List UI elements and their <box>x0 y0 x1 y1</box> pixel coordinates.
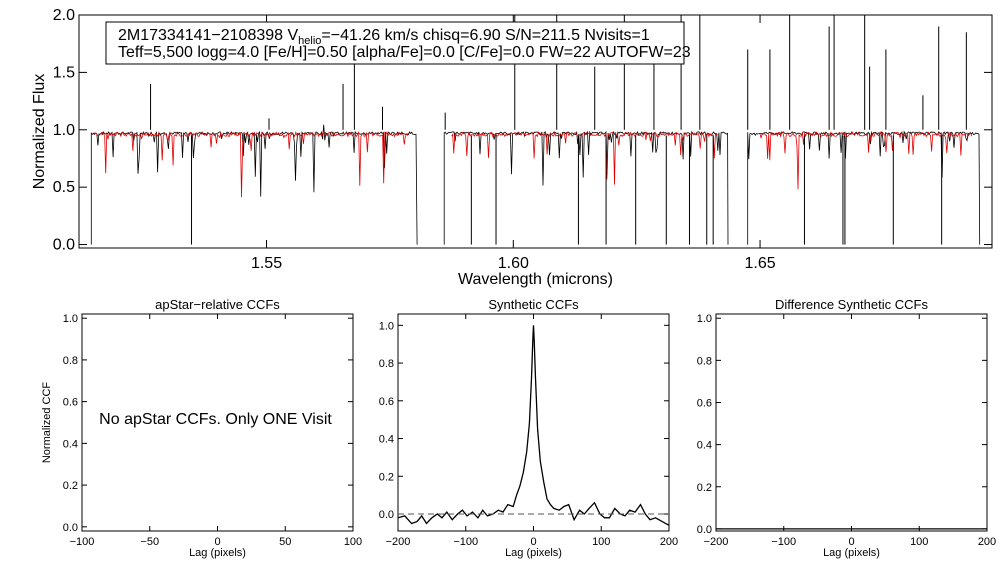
x-tick-label: 1.65 <box>744 255 775 272</box>
y-tick-label: 0.8 <box>697 355 712 367</box>
annotation-line1-sub: helio <box>298 35 321 47</box>
apstar-ccf-title: apStar−relative CCFs <box>155 297 280 312</box>
y-tick-label: 0.0 <box>63 522 78 534</box>
y-tick-label: 1.0 <box>63 313 78 325</box>
difference-ccf-title: Difference Synthetic CCFs <box>775 297 928 312</box>
x-tick-label: −100 <box>70 536 95 548</box>
y-tick-label: 1.0 <box>379 320 394 332</box>
model-spectrum-segment <box>759 131 973 190</box>
synthetic-ccf-line <box>397 325 670 526</box>
x-tick-label: 100 <box>344 536 362 548</box>
synthetic-ccf-xlabel: Lag (pixels) <box>505 547 562 559</box>
y-tick-label: 0.2 <box>697 482 712 494</box>
y-tick-label: 1.5 <box>53 64 75 81</box>
y-tick-label: 0.6 <box>63 397 78 409</box>
x-tick-label: 100 <box>910 536 928 548</box>
x-tick-label: 0 <box>214 536 220 548</box>
x-tick-label: 0 <box>848 536 854 548</box>
no-ccf-message: No apStar CCFs. Only ONE Visit <box>99 411 332 428</box>
x-tick-label: 200 <box>660 536 678 548</box>
x-tick-label: 1.60 <box>498 255 529 272</box>
y-tick-label: 0.8 <box>63 355 78 367</box>
x-tick-label: 100 <box>592 536 610 548</box>
y-tick-label: 0.4 <box>697 440 712 452</box>
annotation-box <box>105 21 685 65</box>
synthetic-ccf-title: Synthetic CCFs <box>488 297 579 312</box>
apstar-ccf-xlabel: Lag (pixels) <box>189 547 246 559</box>
spectrum-plot-frame <box>78 14 993 249</box>
y-tick-label: 2.0 <box>53 7 75 24</box>
y-tick-label: 0.2 <box>63 480 78 492</box>
x-tick-label: 50 <box>279 536 291 548</box>
y-tick-label: 0.0 <box>379 509 394 521</box>
x-tick-label: 1.55 <box>251 255 282 272</box>
x-tick-label: −100 <box>453 536 478 548</box>
model-spectrum-segment <box>451 130 718 185</box>
y-tick-label: 0.2 <box>379 471 394 483</box>
model-spectrum-segment <box>93 130 410 198</box>
y-tick-label: 0.0 <box>53 237 75 254</box>
y-tick-label: 0.4 <box>63 438 78 450</box>
y-tick-label: 0.0 <box>697 524 712 536</box>
x-axis-label: Wavelength (microns) <box>458 271 613 288</box>
x-tick-label: −200 <box>386 536 411 548</box>
y-tick-label: 0.5 <box>53 179 75 196</box>
y-tick-label: 1.0 <box>697 313 712 325</box>
y-tick-label: 0.6 <box>379 396 394 408</box>
y-tick-label: 0.4 <box>379 434 394 446</box>
difference-ccf-frame <box>715 313 988 532</box>
y-tick-label: 1.0 <box>53 122 75 139</box>
observed-spectrum-segment <box>747 130 981 245</box>
difference-ccf-xlabel: Lag (pixels) <box>823 547 880 559</box>
x-tick-label: −50 <box>140 536 159 548</box>
annotation-line1-part2: =−41.26 km/s chisq=6.90 S/N=211.5 Nvisit… <box>321 27 649 44</box>
observed-spectrum-segment <box>443 130 729 245</box>
x-tick-label: 200 <box>978 536 996 548</box>
y-axis-label: Normalized Flux <box>31 74 48 190</box>
annotation-line-2: Teff=5,500 logg=4.0 [Fe/H]=0.50 [alpha/F… <box>118 44 691 61</box>
y-tick-label: 0.6 <box>697 397 712 409</box>
annotation-line1-part1: 2M17334141−2108398 V <box>118 27 298 44</box>
synthetic-ccf-frame <box>397 313 670 532</box>
annotation-line-1: 2M17334141−2108398 Vhelio=−41.26 km/s ch… <box>118 27 650 47</box>
x-tick-label: 0 <box>530 536 536 548</box>
x-tick-label: −100 <box>771 536 796 548</box>
y-tick-label: 0.8 <box>379 358 394 370</box>
ccf-y-axis-label: Normalized CCF <box>41 382 53 464</box>
x-tick-label: −200 <box>704 536 729 548</box>
